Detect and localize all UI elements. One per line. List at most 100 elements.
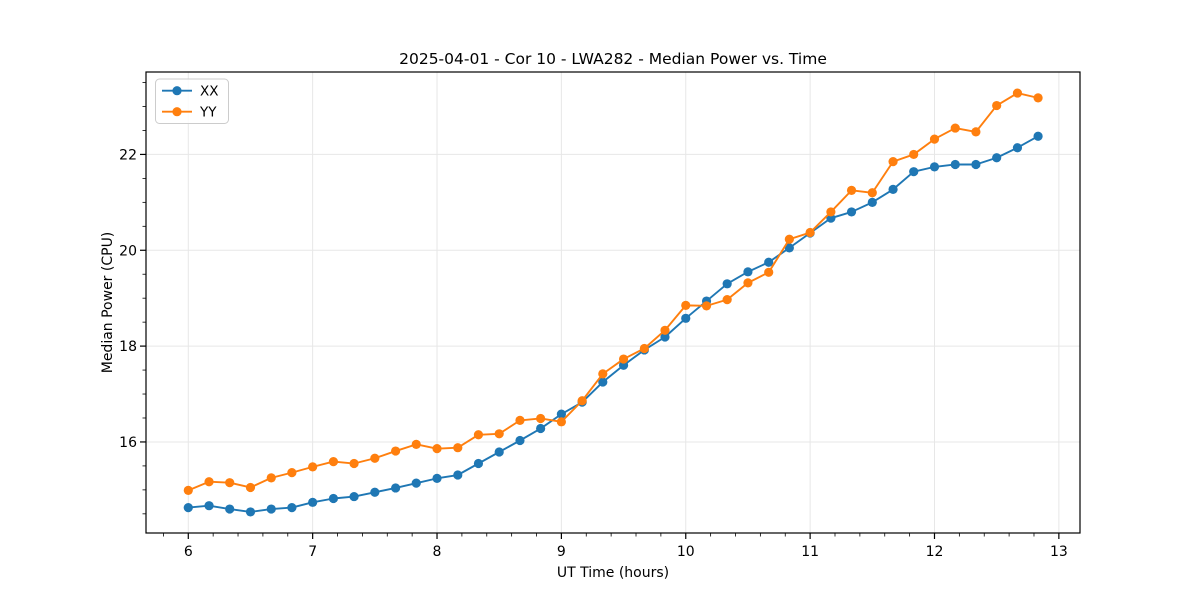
series-marker-xx (453, 470, 463, 480)
series-marker-yy (867, 188, 877, 198)
data-series (183, 88, 1043, 517)
y-axis-label: Median Power (CPU) (100, 232, 116, 374)
series-marker-yy (784, 234, 794, 244)
series-marker-xx (784, 243, 794, 253)
series-marker-xx (929, 162, 940, 172)
series-marker-xx (225, 504, 235, 514)
series-marker-xx (888, 184, 898, 195)
series-marker-yy (681, 300, 691, 310)
series-marker-xx (598, 377, 608, 387)
series-marker-xx (204, 501, 214, 511)
x-tick-label: 6 (184, 544, 193, 560)
y-tick-label: 18 (119, 339, 137, 355)
series-marker-yy (370, 453, 380, 463)
axis-ticks (140, 82, 1060, 539)
series-marker-xx (660, 332, 670, 342)
series-marker-yy (971, 127, 981, 137)
series-marker-yy (308, 462, 318, 472)
series-marker-yy (909, 149, 919, 160)
series-marker-xx (183, 503, 193, 513)
series-marker-yy (453, 443, 463, 453)
series-marker-yy (950, 123, 960, 133)
series-marker-xx (909, 167, 919, 177)
series-marker-xx (950, 159, 960, 170)
series-marker-xx (1033, 131, 1043, 141)
legend-marker-icon-xx (172, 86, 182, 96)
x-tick-label: 13 (1050, 544, 1068, 560)
x-tick-label: 10 (677, 544, 695, 560)
series-marker-xx (287, 503, 297, 513)
x-tick-label: 9 (557, 544, 566, 560)
x-axis-label: UT Time (hours) (557, 565, 669, 581)
series-marker-yy (701, 301, 712, 311)
series-marker-yy (328, 456, 339, 467)
series-marker-yy (349, 458, 359, 469)
series-marker-xx (473, 458, 484, 469)
series-marker-yy (515, 415, 525, 425)
series-marker-xx (846, 207, 857, 217)
series-marker-xx (515, 435, 525, 446)
series-marker-yy (639, 343, 649, 354)
series-marker-yy (1012, 88, 1023, 98)
series-marker-yy (183, 485, 193, 495)
legend-marker-icon-yy (172, 107, 182, 117)
series-marker-yy (618, 354, 629, 364)
series-marker-yy (826, 207, 836, 217)
series-marker-yy (266, 473, 276, 483)
series-marker-yy (722, 295, 732, 305)
series-marker-yy (391, 446, 401, 456)
series-marker-yy (536, 413, 546, 424)
x-tick-label: 8 (433, 544, 442, 560)
gridlines (146, 72, 1080, 533)
series-marker-xx (722, 279, 732, 289)
legend-label-xx: XX (200, 84, 219, 100)
series-marker-xx (992, 153, 1002, 163)
series-marker-xx (432, 473, 442, 483)
series-marker-yy (598, 369, 608, 379)
series-marker-yy (556, 417, 566, 427)
series-marker-yy (1033, 93, 1043, 103)
series-marker-yy (929, 134, 940, 144)
series-marker-xx (743, 267, 753, 277)
x-tick-label: 12 (926, 544, 944, 560)
legend-label-yy: YY (199, 105, 217, 121)
series-marker-xx (536, 423, 546, 434)
series-marker-yy (204, 477, 214, 487)
series-marker-xx (764, 257, 774, 267)
plot-border (145, 71, 1081, 534)
series-marker-yy (432, 444, 442, 454)
x-tick-label: 7 (308, 544, 317, 560)
series-marker-yy (764, 267, 774, 277)
series-marker-yy (992, 100, 1002, 111)
series-marker-yy (494, 429, 504, 439)
series-marker-xx (391, 483, 401, 493)
series-marker-yy (888, 157, 898, 167)
series-marker-xx (494, 447, 504, 457)
series-marker-yy (245, 482, 256, 493)
series-marker-yy (411, 439, 421, 449)
series-marker-yy (473, 430, 484, 440)
legend: XX YY (155, 78, 229, 124)
series-marker-xx (867, 197, 877, 207)
chart-title: 2025-04-01 - Cor 10 - LWA282 - Median Po… (399, 50, 827, 68)
series-marker-xx (411, 478, 421, 488)
series-marker-xx (328, 493, 339, 504)
series-marker-xx (349, 491, 359, 502)
series-marker-xx (681, 313, 691, 323)
axis-tick-labels: 6 7 8 9 10 11 12 13 16 18 20 22 (119, 147, 1068, 560)
y-tick-label: 16 (119, 435, 137, 451)
series-marker-xx (266, 504, 276, 514)
series-marker-yy (287, 468, 297, 478)
y-tick-label: 20 (119, 243, 137, 259)
series-marker-xx (971, 159, 981, 170)
series-marker-yy (846, 185, 857, 195)
series-marker-yy (660, 325, 670, 335)
series-marker-xx (245, 507, 256, 517)
series-marker-xx (1012, 143, 1023, 153)
x-tick-label: 11 (801, 544, 819, 560)
series-marker-xx (370, 487, 380, 497)
series-marker-xx (556, 409, 566, 419)
y-tick-label: 22 (119, 147, 137, 163)
